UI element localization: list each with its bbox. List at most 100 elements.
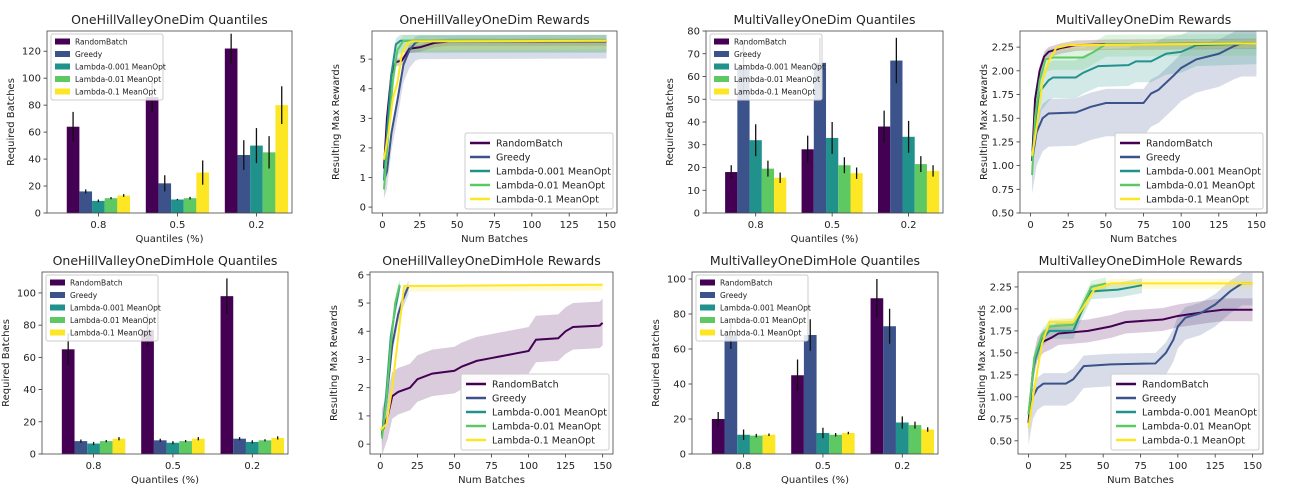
x-axis-label: Quantiles (%) (781, 475, 849, 484)
x-tick-label: 150 (1243, 461, 1262, 472)
y-tick-label: 60 (673, 345, 686, 356)
bar (233, 438, 246, 454)
x-tick-label: 75 (1134, 461, 1147, 472)
legend-label: Lambda-0.1 MeanOpt (70, 329, 151, 338)
legend-label: RandomBatch (734, 38, 787, 47)
y-tick-label: 6 (358, 270, 364, 281)
confidence-band (383, 34, 607, 193)
x-axis-label: Num Batches (458, 475, 525, 484)
y-tick-label: 70 (687, 49, 700, 60)
x-tick-label: 125 (1206, 461, 1225, 472)
legend-swatch (700, 329, 715, 336)
series-line (1027, 282, 1253, 424)
series-line (382, 39, 607, 160)
legend-label: RandomBatch (1146, 139, 1213, 150)
y-tick-label: 2.25 (992, 43, 1014, 54)
bar (724, 335, 738, 454)
legend: RandomBatch Greedy Lambda-0.001 MeanOpt Lam… (1114, 132, 1264, 210)
bar (141, 329, 154, 454)
x-tick-label: 75 (1137, 220, 1150, 231)
legend-box (50, 33, 164, 101)
bar (883, 326, 896, 454)
y-tick-label: 0.50 (990, 436, 1012, 447)
y-tick-label: 100 (22, 74, 41, 85)
x-tick-label: 150 (1247, 220, 1266, 231)
chart-title: OneHillValleyOneDim Quantiles (71, 12, 268, 27)
y-tick-label: 0 (358, 440, 364, 451)
x-tick-label: 25 (1062, 220, 1075, 231)
bar (112, 438, 126, 454)
bar (74, 441, 88, 454)
x-tick-label: 125 (556, 461, 575, 472)
legend-label: RandomBatch (492, 380, 559, 391)
y-tick-label: 80 (23, 321, 36, 332)
x-tick-label: 100 (522, 220, 541, 231)
y-tick-label: 0 (694, 209, 700, 220)
plot-area (1027, 272, 1253, 446)
axes-frame (46, 30, 293, 214)
y-axis-label: Required Batches (6, 78, 17, 166)
legend-label: Lambda-0.1 MeanOpt (492, 436, 595, 447)
legend-label: Lambda-0.1 MeanOpt (496, 195, 599, 206)
x-tick-label: 0.8 (90, 220, 106, 231)
bar (761, 168, 775, 213)
y-tick-label: 80 (28, 101, 41, 112)
axes-frame (1017, 271, 1264, 455)
bar (749, 435, 763, 454)
legend-swatch (714, 88, 729, 95)
chart-title: OneHillValleyOneDim Rewards (399, 12, 589, 27)
y-tick-label: 40 (687, 118, 700, 129)
series-line (380, 284, 401, 439)
chart-title: MultiValleyOneDim Rewards (1056, 12, 1232, 27)
x-axis-label: Num Batches (1107, 475, 1174, 484)
y-tick-label: 2.00 (990, 304, 1012, 315)
bar (258, 440, 272, 454)
legend-label: Lambda-0.001 MeanOpt (734, 63, 825, 72)
confidence-band (1032, 31, 1257, 179)
bar (79, 191, 93, 213)
series-line (380, 322, 604, 434)
legend-label: RandomBatch (496, 139, 563, 150)
legend-label: RandomBatch (720, 279, 773, 288)
bar (92, 200, 105, 213)
y-tick-label: 20 (687, 163, 700, 174)
legend-swatch (50, 329, 65, 336)
legend-label: Lambda-0.01 MeanOpt (734, 75, 820, 84)
subplot-4: MultiValleyOneDim Rewards Num Batches Resu… (979, 12, 1268, 245)
legend-label: Lambda-0.01 MeanOpt (1142, 422, 1251, 433)
y-tick-label: 5 (358, 299, 364, 310)
bar (841, 433, 855, 454)
y-tick-label: 0.75 (990, 414, 1012, 425)
chart-title: MultiValleyOneDimHole Rewards (1039, 253, 1243, 268)
legend-box (1110, 373, 1260, 451)
bar (87, 443, 100, 454)
legend-label: Lambda-0.1 MeanOpt (75, 88, 156, 97)
x-tick-label: 0.2 (901, 220, 917, 231)
x-tick-label: 75 (488, 220, 501, 231)
legend-label: Lambda-0.001 MeanOpt (496, 167, 611, 178)
y-axis-label: Resulting Max Rewards (977, 305, 988, 421)
y-tick-label: 40 (673, 380, 686, 391)
legend-box (460, 373, 610, 451)
bar (275, 105, 289, 213)
y-tick-label: 4 (360, 84, 366, 95)
axes-frame (369, 271, 614, 455)
y-tick-label: 20 (673, 415, 686, 426)
y-tick-label: 40 (23, 385, 36, 396)
series-line (1031, 42, 1257, 176)
x-axis-label: Num Batches (461, 234, 528, 245)
bar (250, 145, 263, 213)
bar (237, 155, 251, 213)
y-tick-label: 1.00 (992, 161, 1014, 172)
y-tick-label: 100 (17, 288, 36, 299)
series-line (1027, 284, 1143, 415)
x-axis-label: Quantiles (%) (131, 475, 199, 484)
legend-swatch (700, 292, 715, 298)
y-tick-label: 0 (680, 450, 686, 461)
x-tick-label: 100 (1168, 461, 1187, 472)
y-tick-label: 0 (360, 203, 366, 214)
bar (191, 438, 205, 454)
bar (158, 183, 172, 213)
bar (171, 199, 184, 213)
bar (895, 422, 909, 454)
